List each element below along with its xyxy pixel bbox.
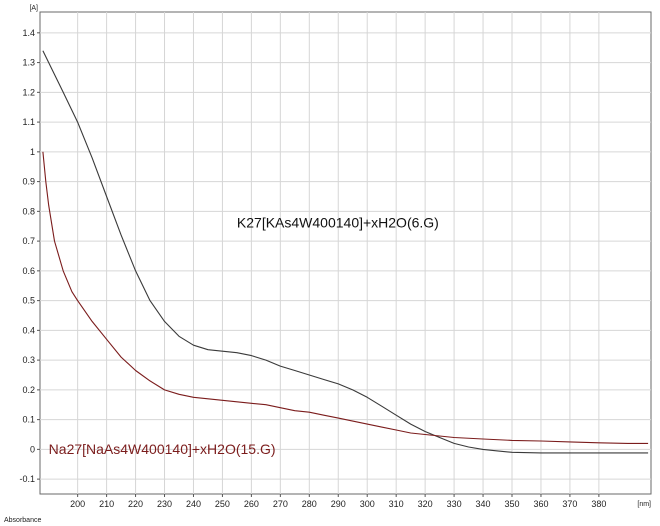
y-tick-label: 1.1 — [22, 117, 35, 127]
x-tick-labels: 200 210 220 230 240 250 260 270 280 290 300 310 320 3… — [70, 494, 606, 509]
y-tick-label: 1.4 — [22, 28, 35, 38]
y-tick-label: 0.3 — [22, 355, 35, 365]
y-tick-label: 0.6 — [22, 266, 35, 276]
y-tick-label: -0.1 — [19, 474, 35, 484]
x-tick-label: 260 — [244, 499, 259, 509]
y-tick-label: 0.9 — [22, 177, 35, 187]
x-tick-label: 200 — [70, 499, 85, 509]
y-tick-label: 1 — [30, 147, 35, 157]
plot-area — [39, 11, 652, 495]
grid-lines — [40, 12, 651, 494]
x-tick-label: 360 — [533, 499, 548, 509]
series-line-1 — [42, 151, 649, 444]
annotations: K27[KAs4W400140]+xH2O(6.G) Na27[NaAs4W400… — [49, 215, 439, 457]
y-tick-label: 1.3 — [22, 58, 35, 68]
y-axis-name: Absorbance — [4, 517, 41, 524]
y-tick-label: 1.2 — [22, 87, 35, 97]
y-unit-label: [A] — [29, 5, 38, 12]
series-annotation-0: K27[KAs4W400140]+xH2O(6.G) — [237, 215, 439, 231]
y-tick-labels: -0.1 0 0.1 0.2 0.3 0.4 0.5 0.6 0.7 0.8 0.9 1 1.1 1.2 1… — [19, 28, 40, 484]
x-tick-label: 240 — [186, 499, 201, 509]
x-tick-label: 380 — [591, 499, 606, 509]
y-tick-label: 0.2 — [22, 385, 35, 395]
x-tick-label: 320 — [418, 499, 433, 509]
x-tick-label: 220 — [128, 499, 143, 509]
x-tick-label: 250 — [215, 499, 230, 509]
x-tick-label: 210 — [99, 499, 114, 509]
series-annotation-1: Na27[NaAs4W400140]+xH2O(15.G) — [49, 441, 276, 457]
x-tick-label: 270 — [273, 499, 288, 509]
y-tick-label: 0.1 — [22, 415, 35, 425]
x-tick-label: 300 — [360, 499, 375, 509]
x-tick-label: 340 — [476, 499, 491, 509]
x-tick-label: 350 — [504, 499, 519, 509]
y-tick-label: 0.5 — [22, 296, 35, 306]
x-tick-label: 290 — [331, 499, 346, 509]
x-tick-label: 330 — [447, 499, 462, 509]
y-tick-label: 0.8 — [22, 206, 35, 216]
y-tick-label: 0 — [30, 444, 35, 454]
y-tick-label: 0.7 — [22, 236, 35, 246]
series-line-0 — [42, 50, 649, 454]
x-tick-label: 310 — [389, 499, 404, 509]
x-unit-label: [nm] — [637, 501, 651, 508]
x-tick-label: 230 — [157, 499, 172, 509]
y-tick-label: 0.4 — [22, 325, 35, 335]
series-group — [42, 50, 649, 454]
x-tick-label: 370 — [562, 499, 577, 509]
x-tick-label: 280 — [302, 499, 317, 509]
